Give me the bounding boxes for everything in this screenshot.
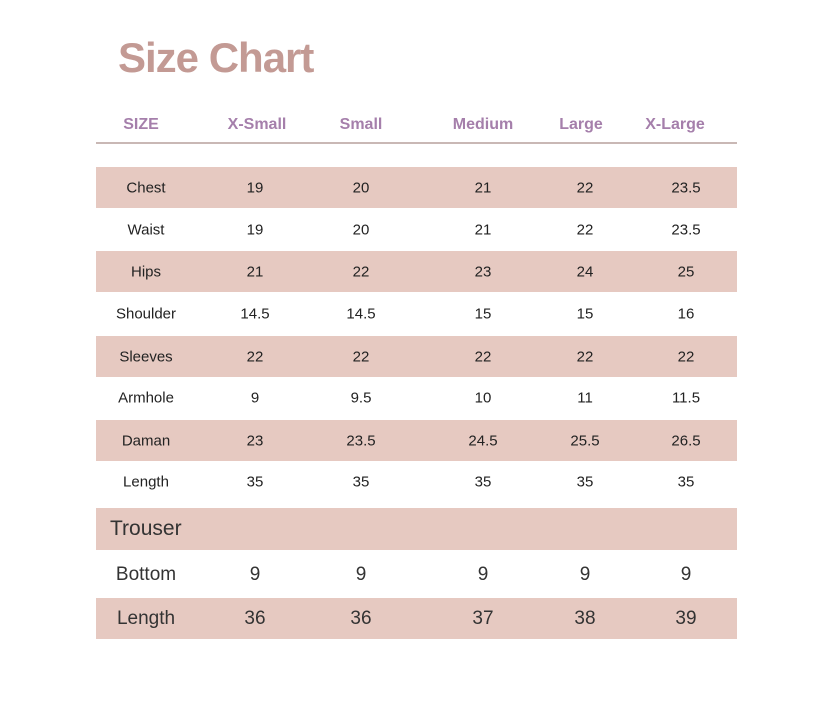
table-row: Length 36 36 37 38 39	[96, 598, 737, 639]
cell-value: 22	[576, 221, 594, 238]
header-divider	[96, 142, 737, 144]
cell-value: 36	[350, 607, 372, 629]
cell-value: 35	[246, 473, 264, 490]
cell-value: 21	[474, 179, 492, 196]
cell-value: 19	[246, 179, 264, 196]
cell-value: 22	[677, 348, 695, 365]
cell-value: 14.5	[346, 305, 376, 322]
cell-value: 23	[474, 263, 492, 280]
cell-value: 9	[355, 564, 367, 585]
cell-value: 26.5	[671, 432, 701, 449]
cell-value: 9	[250, 389, 260, 406]
cell-value: 23.5	[671, 221, 701, 238]
cell-value: 25.5	[570, 432, 600, 449]
row-label: Bottom	[115, 564, 177, 585]
column-header: SIZE	[123, 116, 159, 133]
row-label: Chest	[126, 179, 166, 196]
cell-value: 9	[579, 564, 591, 585]
cell-value: 11	[577, 389, 593, 406]
cell-value: 22	[352, 263, 370, 280]
table-row: Length 35 35 35 35 35	[96, 461, 737, 502]
row-label: Length	[123, 473, 169, 490]
cell-value: 22	[246, 348, 264, 365]
cell-value: 11.5	[671, 389, 701, 406]
table-row: Hips 21 22 23 24 25	[96, 251, 737, 292]
row-label: Daman	[121, 432, 171, 449]
cell-value: 10	[474, 389, 492, 406]
cell-value: 20	[352, 179, 370, 196]
cell-value: 38	[574, 607, 596, 629]
cell-value: 22	[474, 348, 492, 365]
section-label: Trouser	[110, 517, 182, 540]
page-title: Size Chart	[118, 34, 314, 81]
cell-value: 15	[474, 305, 492, 322]
table-row: Chest 19 20 21 22 23.5	[96, 167, 737, 208]
table-row: Armhole 9 9.5 10 11 11.5	[96, 377, 737, 418]
table-row: Waist 19 20 21 22 23.5	[96, 209, 737, 250]
column-header: Small	[339, 116, 383, 133]
cell-value: 35	[352, 473, 370, 490]
cell-value: 39	[675, 607, 697, 629]
cell-value: 24	[576, 263, 594, 280]
row-label: Waist	[127, 221, 165, 238]
cell-value: 9	[477, 564, 489, 585]
cell-value: 35	[677, 473, 695, 490]
row-label: Shoulder	[115, 305, 177, 322]
cell-value: 21	[474, 221, 492, 238]
cell-value: 19	[246, 221, 264, 238]
cell-value: 22	[576, 348, 594, 365]
cell-value: 20	[352, 221, 370, 238]
cell-value: 9	[249, 564, 261, 585]
cell-value: 16	[677, 305, 695, 322]
cell-value: 23	[246, 432, 264, 449]
table-row: Sleeves 22 22 22 22 22	[96, 336, 737, 377]
table-row: Daman 23 23.5 24.5 25.5 26.5	[96, 420, 737, 461]
column-header: Large	[559, 116, 603, 133]
row-label: Sleeves	[119, 348, 173, 365]
column-header: Medium	[452, 116, 514, 133]
cell-value: 35	[474, 473, 492, 490]
column-header: X-Small	[227, 116, 287, 133]
column-header: X-Large	[645, 116, 705, 133]
cell-value: 24.5	[468, 432, 498, 449]
trouser-section-header: Trouser	[96, 508, 737, 550]
row-label: Armhole	[118, 389, 174, 406]
row-label: Length	[116, 607, 176, 629]
table-row: Bottom 9 9 9 9 9	[96, 553, 737, 597]
cell-value: 9.5	[350, 389, 372, 406]
table-row: Shoulder 14.5 14.5 15 15 16	[96, 293, 737, 334]
cell-value: 22	[352, 348, 370, 365]
cell-value: 14.5	[240, 305, 270, 322]
cell-value: 35	[576, 473, 594, 490]
cell-value: 22	[576, 179, 594, 196]
cell-value: 25	[677, 263, 695, 280]
cell-value: 21	[246, 263, 264, 280]
cell-value: 23.5	[346, 432, 376, 449]
row-label: Hips	[130, 263, 162, 280]
cell-value: 9	[680, 564, 692, 585]
cell-value: 23.5	[671, 179, 701, 196]
cell-value: 36	[244, 607, 266, 629]
cell-value: 37	[472, 607, 494, 629]
cell-value: 15	[576, 305, 594, 322]
